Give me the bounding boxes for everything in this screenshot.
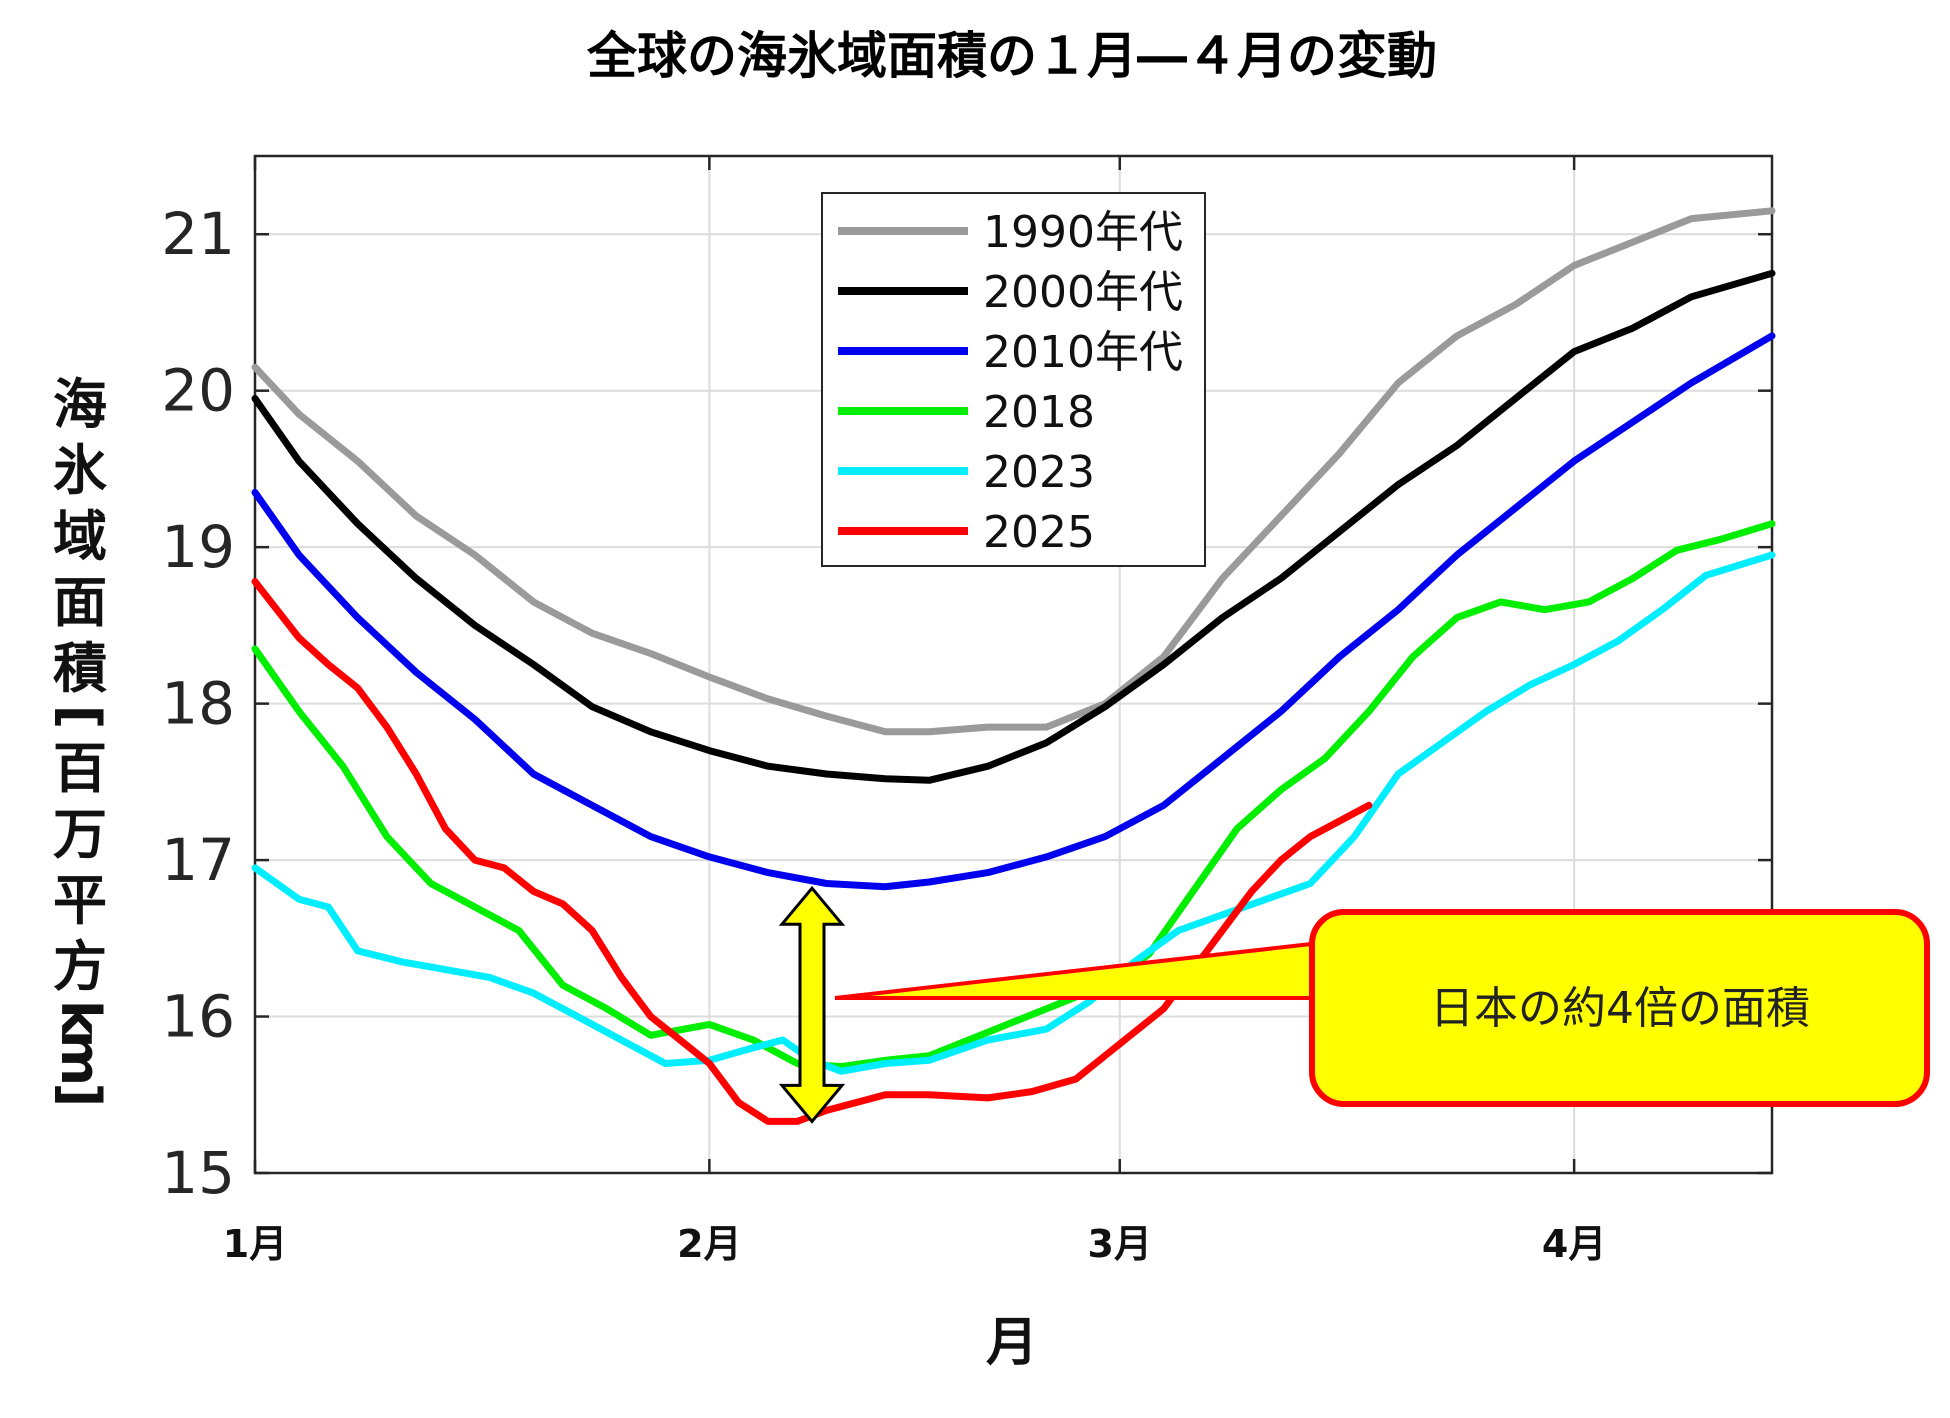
callout-text: 日本の約4倍の面積 bbox=[1430, 983, 1810, 1034]
legend: 1990年代 2000年代 2010年代 2018 2023 2025 bbox=[821, 192, 1206, 567]
callout-join bbox=[1316, 948, 1328, 994]
y-tick-label: 17 bbox=[161, 826, 235, 894]
series-line-3 bbox=[251, 332, 1776, 891]
x-tick-label: 2月 bbox=[677, 1222, 741, 1266]
plot-frame bbox=[253, 154, 1774, 1175]
y-axis-label-char: 域 bbox=[53, 505, 107, 568]
y-axis-label-char: 積 bbox=[53, 637, 107, 700]
y-tick-label: 15 bbox=[161, 1139, 235, 1207]
callout-pointer bbox=[834, 940, 1322, 1000]
legend-label: 1990年代 bbox=[983, 207, 1183, 258]
x-tick-label: 1月 bbox=[223, 1222, 287, 1266]
y-axis-label-char: ] bbox=[49, 1083, 112, 1108]
x-tick-label: 4月 bbox=[1542, 1222, 1606, 1266]
y-tick-label: 19 bbox=[161, 513, 235, 581]
legend-label: 2023 bbox=[983, 447, 1095, 498]
double-arrow bbox=[778, 885, 846, 1124]
y-tick-label: 16 bbox=[161, 983, 235, 1051]
callout-box bbox=[1309, 909, 1930, 1107]
callout: 日本の約4倍の面積 bbox=[834, 909, 1930, 1107]
y-tick-label: 20 bbox=[161, 357, 235, 425]
series-line-5 bbox=[251, 551, 1776, 1075]
x-axis-label: 月 bbox=[986, 1313, 1038, 1373]
legend-label: 2010年代 bbox=[983, 327, 1183, 378]
y-axis-label-char: m bbox=[49, 1030, 112, 1086]
y-tick-labels: 15 16 17 18 19 20 21 bbox=[161, 200, 235, 1207]
legend-box bbox=[821, 192, 1206, 567]
series-line-1 bbox=[251, 207, 1776, 736]
chart-title: 全球の海氷域面積の１月―４月の変動 bbox=[586, 27, 1437, 85]
y-axis-label-char: 方 bbox=[53, 935, 107, 998]
double-arrow-shape bbox=[778, 885, 846, 1124]
y-tick-label: 21 bbox=[161, 200, 235, 268]
x-tick-label: 3月 bbox=[1088, 1222, 1152, 1266]
y-axis-label-char: 平 bbox=[53, 869, 107, 932]
legend-label: 2018 bbox=[983, 387, 1095, 438]
y-tick-label: 18 bbox=[161, 670, 235, 738]
x-tick-labels: 1月 2月 3月 4月 bbox=[223, 1222, 1607, 1266]
legend-label: 2000年代 bbox=[983, 267, 1183, 318]
series-lines bbox=[251, 207, 1776, 1125]
y-axis-label-char: 面 bbox=[53, 571, 107, 634]
y-axis-label-char: 氷 bbox=[53, 439, 107, 502]
series-line-4 bbox=[251, 520, 1776, 1071]
tick-marks bbox=[253, 156, 1772, 1175]
legend-label: 2025 bbox=[983, 507, 1095, 558]
y-axis-label-char: 万 bbox=[53, 803, 107, 866]
y-axis-label-char: 百 bbox=[53, 737, 107, 800]
y-axis-label-char: k bbox=[49, 1000, 112, 1037]
series-line-2 bbox=[251, 269, 1776, 784]
y-axis-label-char: [ bbox=[49, 705, 112, 730]
y-axis-label-char: 海 bbox=[53, 373, 107, 436]
